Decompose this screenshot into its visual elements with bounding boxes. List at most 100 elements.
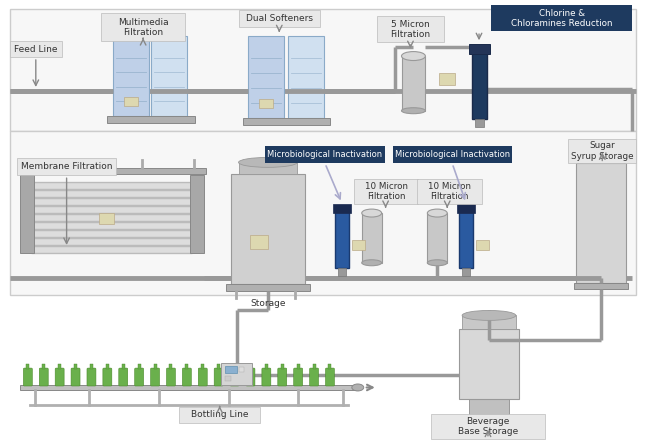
FancyBboxPatch shape [134, 368, 143, 386]
Text: Beverage
Base Storage: Beverage Base Storage [458, 417, 518, 436]
Ellipse shape [583, 149, 620, 158]
FancyBboxPatch shape [23, 368, 32, 386]
Text: Membrane Filtration: Membrane Filtration [21, 162, 112, 171]
FancyBboxPatch shape [202, 364, 204, 369]
Ellipse shape [238, 157, 297, 167]
Ellipse shape [362, 209, 382, 217]
FancyBboxPatch shape [354, 179, 419, 204]
FancyBboxPatch shape [121, 364, 125, 369]
FancyBboxPatch shape [251, 235, 268, 249]
FancyBboxPatch shape [476, 240, 489, 250]
FancyBboxPatch shape [113, 36, 149, 116]
FancyBboxPatch shape [214, 368, 223, 386]
FancyBboxPatch shape [457, 204, 475, 213]
Text: Chlorine &
Chloramines Reduction: Chlorine & Chloramines Reduction [511, 8, 612, 28]
Ellipse shape [362, 260, 382, 266]
FancyBboxPatch shape [328, 364, 331, 369]
FancyBboxPatch shape [39, 368, 48, 386]
FancyBboxPatch shape [119, 368, 128, 386]
FancyBboxPatch shape [231, 174, 305, 284]
Ellipse shape [428, 209, 447, 217]
FancyBboxPatch shape [475, 119, 484, 127]
FancyBboxPatch shape [439, 73, 455, 85]
FancyBboxPatch shape [225, 366, 236, 373]
Text: 10 Micron
Filtration: 10 Micron Filtration [364, 182, 408, 202]
FancyBboxPatch shape [18, 168, 205, 174]
FancyBboxPatch shape [238, 162, 297, 174]
FancyBboxPatch shape [26, 364, 29, 369]
FancyBboxPatch shape [10, 131, 636, 294]
FancyBboxPatch shape [42, 364, 45, 369]
FancyBboxPatch shape [151, 36, 187, 116]
FancyBboxPatch shape [457, 417, 521, 425]
FancyBboxPatch shape [103, 368, 112, 386]
FancyBboxPatch shape [106, 364, 109, 369]
FancyBboxPatch shape [179, 407, 260, 423]
FancyBboxPatch shape [225, 284, 310, 291]
FancyBboxPatch shape [107, 116, 195, 123]
FancyBboxPatch shape [58, 364, 61, 369]
Text: Bottling Line: Bottling Line [191, 410, 249, 419]
FancyBboxPatch shape [428, 213, 447, 263]
FancyBboxPatch shape [362, 213, 382, 263]
FancyBboxPatch shape [333, 204, 351, 213]
Text: Storage: Storage [250, 299, 286, 308]
FancyBboxPatch shape [90, 364, 93, 369]
FancyBboxPatch shape [101, 13, 185, 41]
Text: 10 Micron
Filtration: 10 Micron Filtration [428, 182, 471, 202]
FancyBboxPatch shape [20, 385, 358, 390]
Text: Sugar
Syrup Storage: Sugar Syrup Storage [571, 141, 634, 161]
FancyBboxPatch shape [574, 283, 628, 289]
FancyBboxPatch shape [242, 118, 330, 124]
FancyBboxPatch shape [99, 213, 114, 224]
FancyBboxPatch shape [432, 414, 545, 439]
FancyBboxPatch shape [124, 97, 138, 106]
FancyBboxPatch shape [238, 10, 320, 27]
FancyBboxPatch shape [169, 364, 172, 369]
FancyBboxPatch shape [309, 368, 318, 386]
FancyBboxPatch shape [377, 17, 444, 42]
Ellipse shape [428, 260, 447, 266]
Text: Dual Softeners: Dual Softeners [245, 14, 313, 23]
FancyBboxPatch shape [338, 268, 346, 276]
FancyBboxPatch shape [190, 175, 203, 253]
FancyBboxPatch shape [138, 364, 141, 369]
FancyBboxPatch shape [297, 364, 300, 369]
FancyBboxPatch shape [583, 153, 620, 163]
FancyBboxPatch shape [459, 329, 519, 399]
FancyBboxPatch shape [326, 368, 335, 386]
FancyBboxPatch shape [246, 368, 255, 386]
Ellipse shape [352, 384, 364, 391]
FancyBboxPatch shape [402, 56, 425, 111]
FancyBboxPatch shape [472, 49, 487, 119]
FancyBboxPatch shape [260, 99, 273, 108]
FancyBboxPatch shape [74, 364, 77, 369]
FancyBboxPatch shape [288, 36, 324, 118]
FancyBboxPatch shape [491, 5, 632, 31]
FancyBboxPatch shape [221, 363, 253, 385]
FancyBboxPatch shape [182, 368, 191, 386]
FancyBboxPatch shape [469, 44, 490, 54]
Ellipse shape [462, 310, 516, 320]
FancyBboxPatch shape [393, 146, 512, 163]
FancyBboxPatch shape [151, 368, 160, 386]
FancyBboxPatch shape [462, 315, 516, 329]
FancyBboxPatch shape [238, 367, 244, 372]
FancyBboxPatch shape [335, 208, 349, 268]
FancyBboxPatch shape [313, 364, 315, 369]
FancyBboxPatch shape [167, 368, 176, 386]
FancyBboxPatch shape [185, 364, 189, 369]
FancyBboxPatch shape [469, 399, 509, 417]
FancyBboxPatch shape [249, 36, 284, 118]
FancyBboxPatch shape [233, 364, 236, 369]
FancyBboxPatch shape [459, 208, 473, 268]
FancyBboxPatch shape [217, 364, 220, 369]
FancyBboxPatch shape [262, 368, 271, 386]
FancyBboxPatch shape [278, 368, 287, 386]
FancyBboxPatch shape [154, 364, 156, 369]
Text: 5 Micron
Filtration: 5 Micron Filtration [390, 20, 430, 39]
FancyBboxPatch shape [71, 368, 80, 386]
FancyBboxPatch shape [281, 364, 284, 369]
Text: Microbiological Inactivation: Microbiological Inactivation [267, 150, 382, 159]
FancyBboxPatch shape [249, 364, 252, 369]
